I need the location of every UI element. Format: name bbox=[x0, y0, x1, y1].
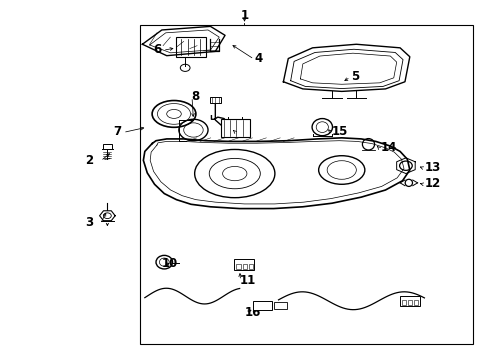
Text: 3: 3 bbox=[85, 216, 93, 229]
Bar bbox=[210, 97, 221, 103]
Text: 10: 10 bbox=[162, 257, 178, 270]
Text: 13: 13 bbox=[424, 161, 440, 174]
Text: 6: 6 bbox=[153, 43, 162, 56]
Bar bbox=[413, 300, 417, 305]
Text: 5: 5 bbox=[351, 70, 359, 83]
Bar bbox=[273, 302, 287, 309]
Bar bbox=[236, 264, 240, 269]
Bar bbox=[176, 37, 205, 57]
Bar bbox=[221, 119, 250, 137]
Text: 1: 1 bbox=[240, 9, 248, 22]
Text: 11: 11 bbox=[239, 274, 255, 287]
Text: 9: 9 bbox=[234, 125, 243, 138]
Bar bbox=[140, 24, 472, 344]
Text: 8: 8 bbox=[191, 90, 199, 103]
Text: 15: 15 bbox=[331, 125, 347, 138]
Bar bbox=[242, 264, 246, 269]
Bar bbox=[102, 144, 112, 149]
Text: 14: 14 bbox=[380, 141, 396, 154]
Bar bbox=[407, 300, 411, 305]
Text: 4: 4 bbox=[254, 52, 262, 65]
Bar bbox=[248, 264, 253, 269]
Text: 16: 16 bbox=[244, 306, 260, 319]
Bar bbox=[401, 300, 405, 305]
Bar bbox=[399, 296, 419, 306]
Text: 12: 12 bbox=[424, 177, 440, 190]
Bar bbox=[233, 258, 254, 270]
Bar bbox=[253, 301, 271, 310]
Text: 2: 2 bbox=[85, 154, 93, 167]
Text: 7: 7 bbox=[113, 125, 121, 138]
